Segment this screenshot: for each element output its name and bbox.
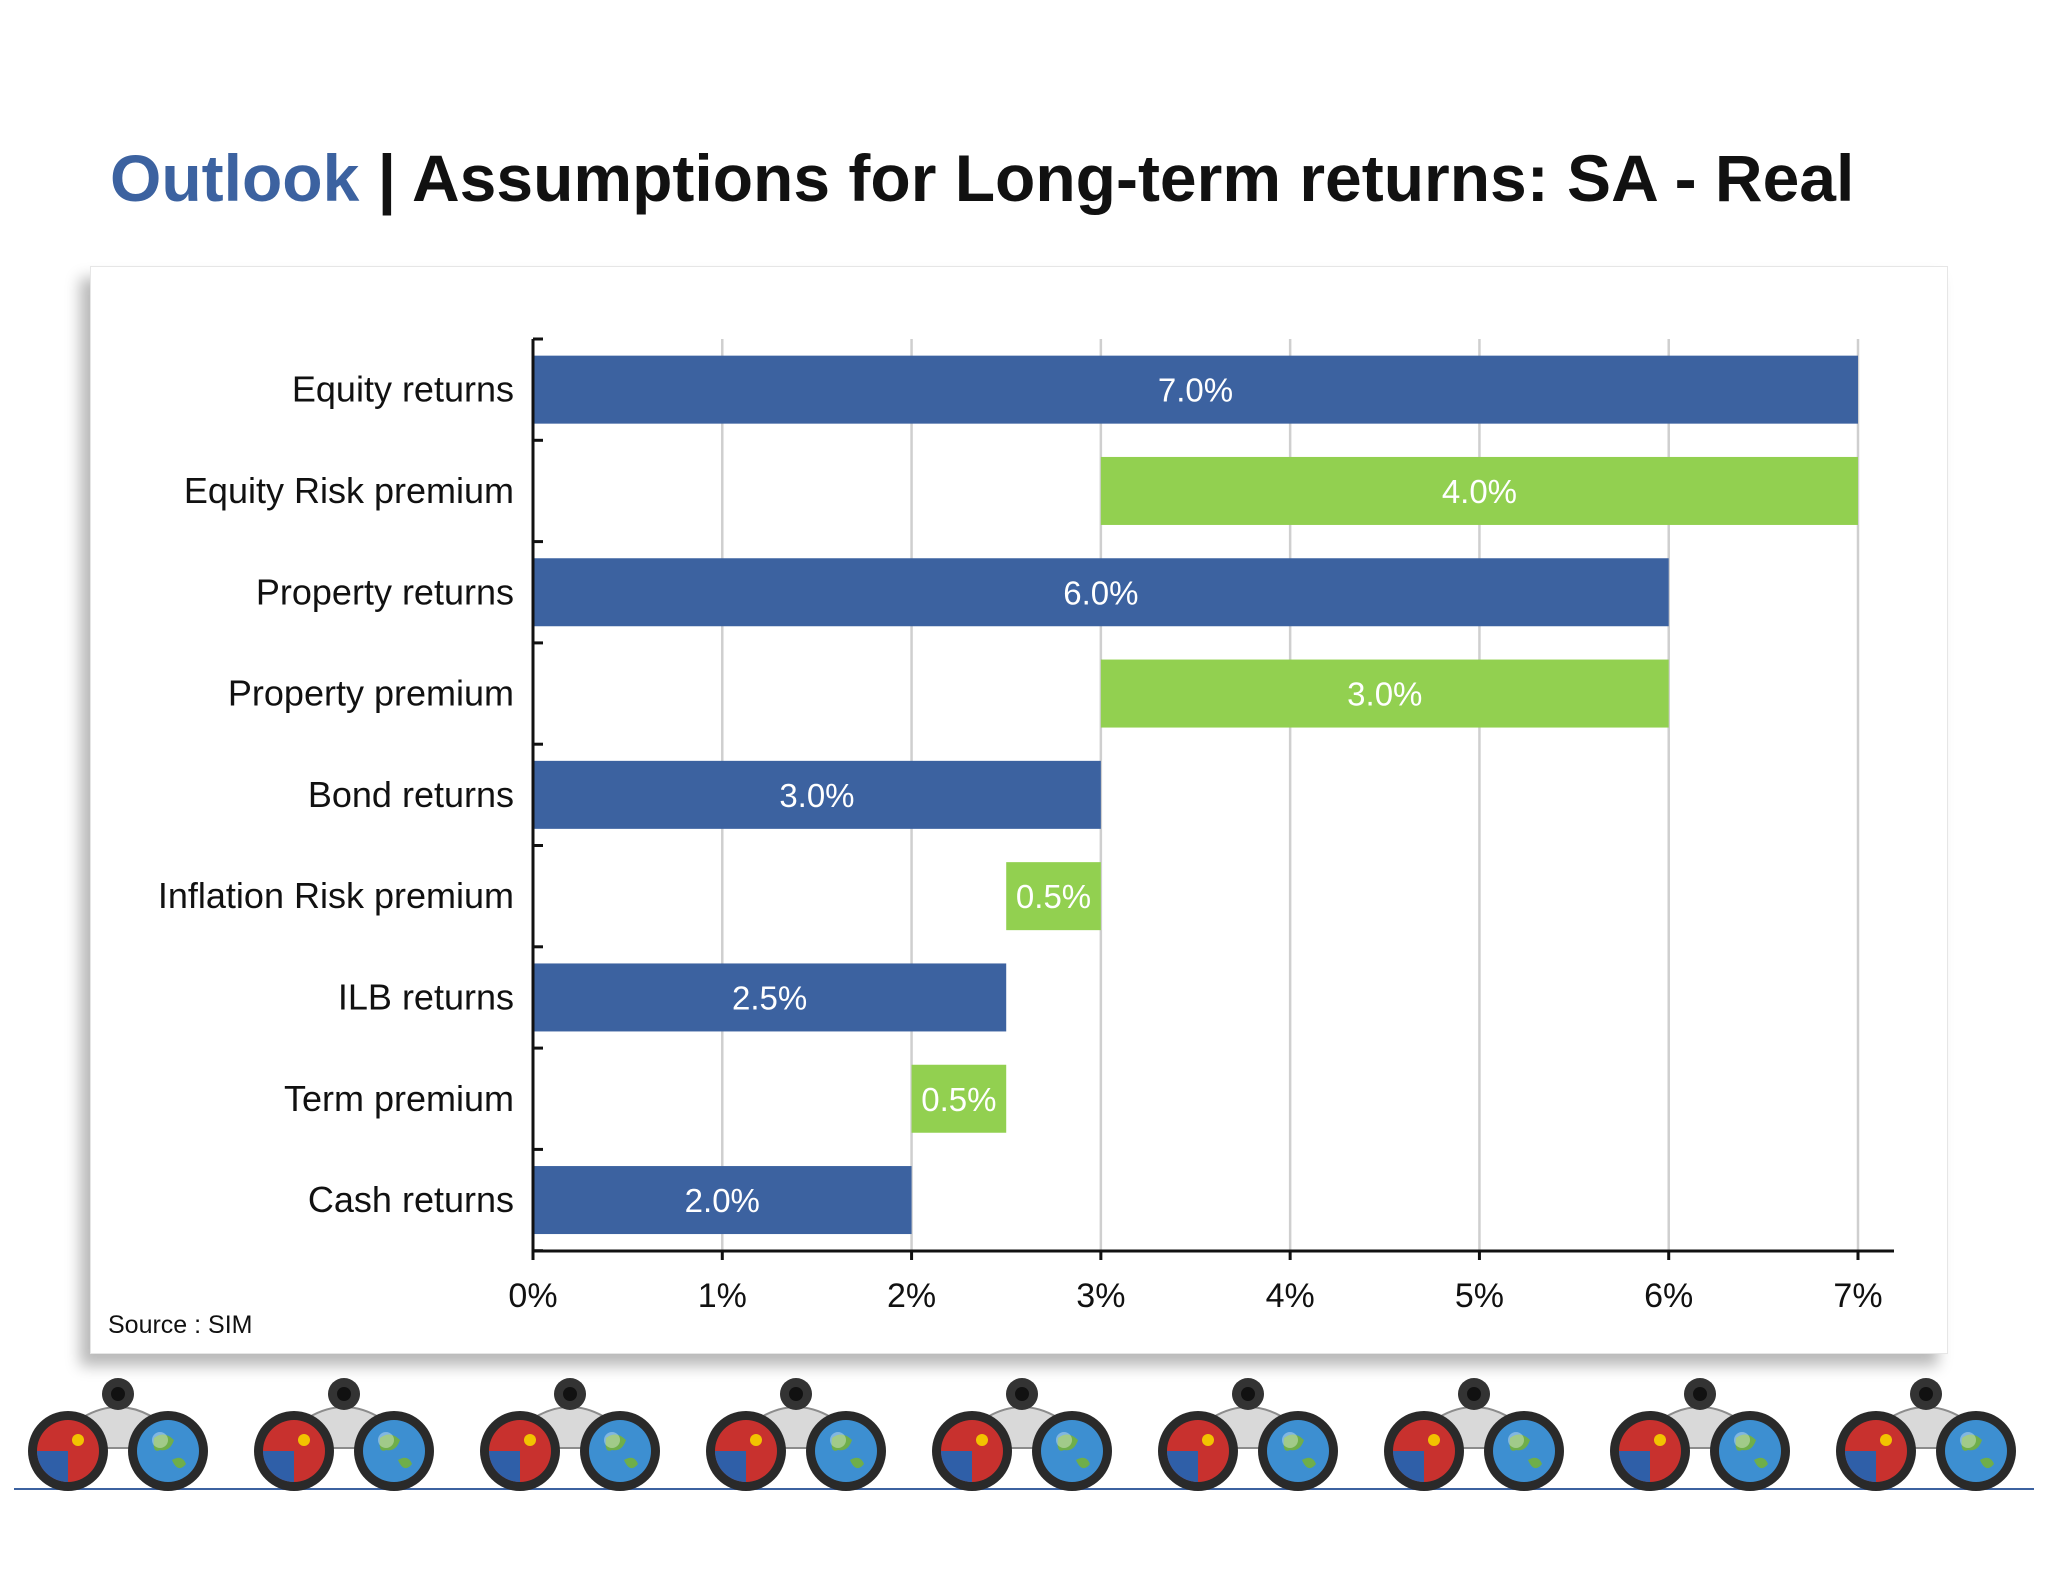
source-note: Source : SIM [108, 1311, 253, 1339]
bar-premium [1100, 456, 1858, 525]
bar-premium [911, 1064, 1007, 1133]
category-label: Cash returns [308, 1179, 514, 1220]
category-label: Equity returns [292, 369, 514, 410]
binoculars-icon [254, 1378, 434, 1491]
data-label: 7.0% [1158, 372, 1233, 409]
data-label: 2.0% [685, 1182, 760, 1219]
category-label: Inflation Risk premium [158, 875, 514, 916]
binoculars-icon [706, 1378, 886, 1491]
bar-returns [533, 760, 1101, 829]
title-main: Assumptions for Long-term returns: SA - … [412, 141, 1855, 215]
x-tick-label: 7% [1833, 1277, 1882, 1315]
x-tick-label: 0% [508, 1277, 557, 1315]
binoculars-icon [1836, 1378, 2016, 1491]
category-label: Property returns [256, 571, 514, 612]
x-tick-label: 4% [1266, 1277, 1315, 1315]
title-accent: Outlook [110, 141, 360, 215]
category-label: Property premium [228, 673, 514, 714]
x-tick-label: 6% [1644, 1277, 1693, 1315]
binoculars-icon [1158, 1378, 1338, 1491]
data-label: 4.0% [1442, 473, 1517, 510]
x-tick-label: 1% [698, 1277, 747, 1315]
category-label: ILB returns [338, 976, 514, 1017]
bar-premium [1100, 659, 1669, 728]
bar-premium [1006, 862, 1101, 931]
binoculars-icon [932, 1378, 1112, 1491]
data-label: 2.5% [732, 979, 807, 1016]
binoculars-icon-strip [14, 1378, 2034, 1491]
data-label: 6.0% [1063, 574, 1138, 611]
category-label: Equity Risk premium [184, 470, 514, 511]
page-title: Outlook | Assumptions for Long-term retu… [110, 140, 1854, 216]
x-tick-label: 5% [1455, 1277, 1504, 1315]
bar-returns [533, 1166, 912, 1235]
binoculars-icon [28, 1378, 208, 1491]
bar-returns [533, 963, 1007, 1032]
data-label: 3.0% [1347, 676, 1422, 713]
bar-chart: 7.0% 4.0% 6.0% 3.0% 3.0% 0.5% 2.5% 0.5% 2.0% Equi… [158, 337, 1894, 1315]
category-label: Bond returns [308, 774, 514, 815]
x-tick-label: 2% [887, 1277, 936, 1315]
chart-panel: 7.0% 4.0% 6.0% 3.0% 3.0% 0.5% 2.5% 0.5% 2.0% Equi… [90, 266, 1948, 1354]
bar-returns [533, 558, 1669, 627]
data-label: 0.5% [921, 1081, 996, 1118]
binoculars-icon [480, 1378, 660, 1491]
data-label: 3.0% [779, 777, 854, 814]
category-label: Term premium [284, 1078, 514, 1119]
x-tick-label: 3% [1076, 1277, 1125, 1315]
data-label: 0.5% [1016, 878, 1091, 915]
binoculars-strip [0, 1372, 2048, 1502]
binoculars-icon [1384, 1378, 1564, 1491]
bar-returns [533, 355, 1858, 424]
title-separator: | [377, 141, 397, 215]
binoculars-icon [1610, 1378, 1790, 1491]
